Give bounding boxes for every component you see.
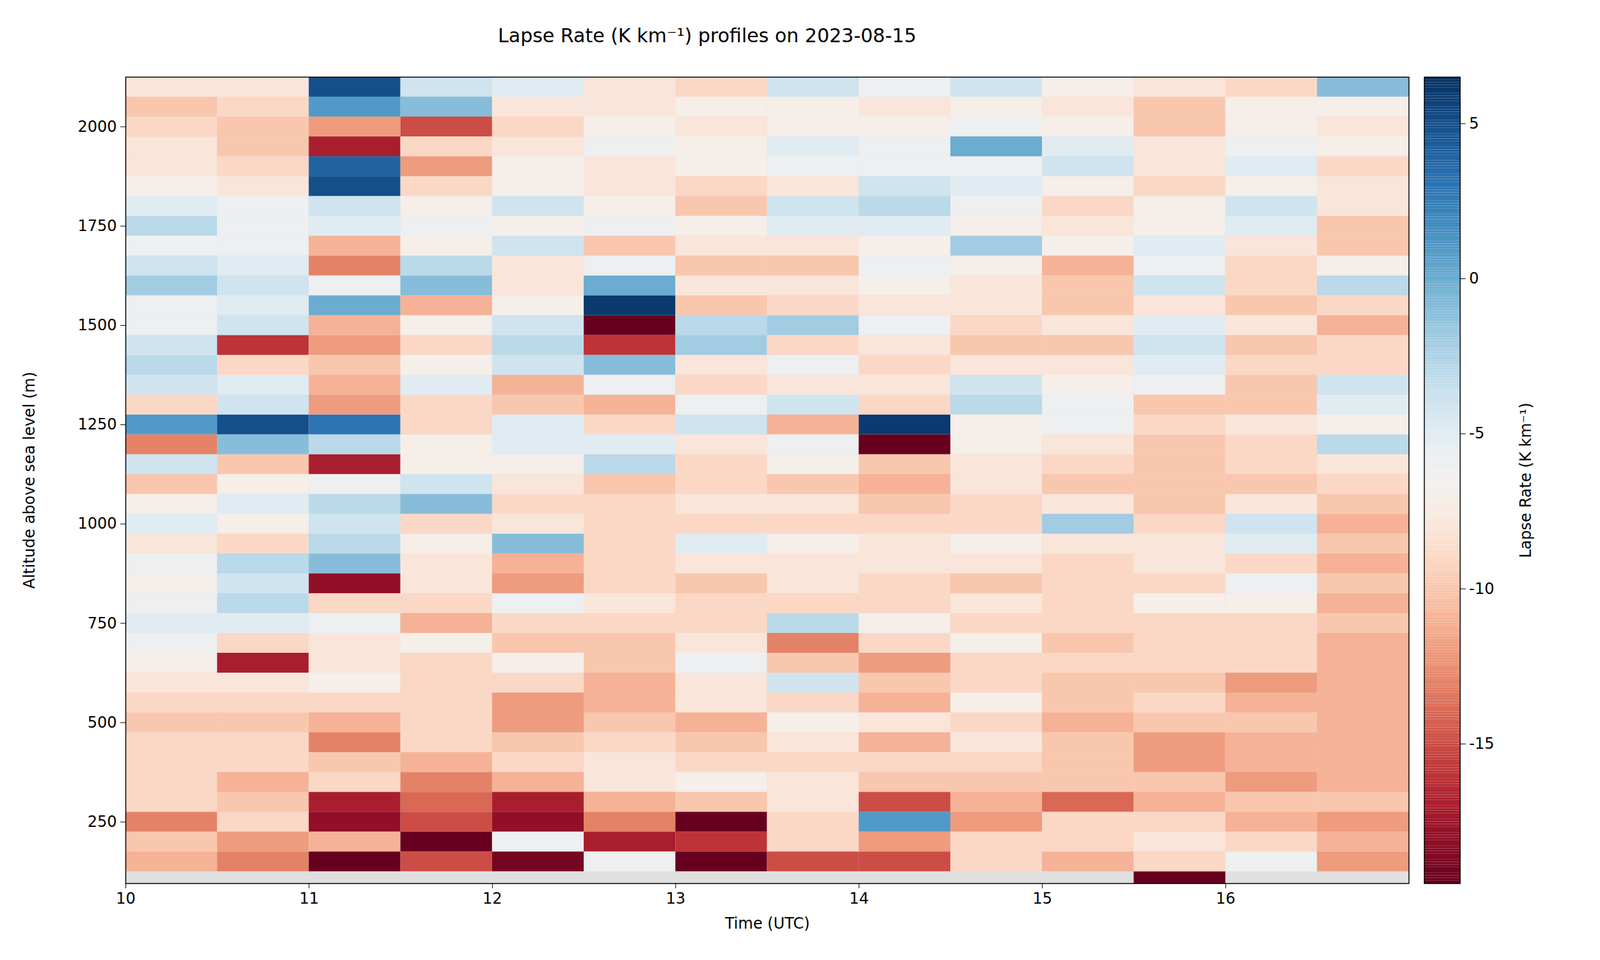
svg-text:Time (UTC): Time (UTC) <box>724 914 811 933</box>
svg-text:-15: -15 <box>1469 734 1495 753</box>
svg-text:0: 0 <box>1469 269 1480 288</box>
svg-text:16: 16 <box>1216 889 1236 908</box>
svg-text:13: 13 <box>666 889 687 908</box>
svg-text:Lapse Rate (K km⁻¹): Lapse Rate (K km⁻¹) <box>1516 402 1535 559</box>
svg-text:Altitude above sea level (m): Altitude above sea level (m) <box>20 371 39 589</box>
svg-text:1750: 1750 <box>77 216 117 235</box>
svg-text:750: 750 <box>87 614 118 633</box>
svg-text:1250: 1250 <box>77 415 117 434</box>
svg-text:250: 250 <box>87 812 118 831</box>
svg-text:2000: 2000 <box>77 117 117 136</box>
svg-text:14: 14 <box>849 889 870 908</box>
svg-text:500: 500 <box>87 713 118 732</box>
svg-text:-5: -5 <box>1469 424 1485 443</box>
svg-text:5: 5 <box>1469 114 1480 133</box>
html-text:Lapse Rate (K km⁻¹) profiles o: Lapse Rate (K km⁻¹) profiles on 2023-08-… <box>497 24 917 47</box>
svg-text:10: 10 <box>115 889 136 908</box>
svg-text:11: 11 <box>299 889 320 908</box>
svg-text:1500: 1500 <box>77 316 117 335</box>
svg-text:15: 15 <box>1032 889 1053 908</box>
svg-text:12: 12 <box>482 889 503 908</box>
svg-text:-10: -10 <box>1469 579 1495 598</box>
svg-text:1000: 1000 <box>77 514 117 533</box>
